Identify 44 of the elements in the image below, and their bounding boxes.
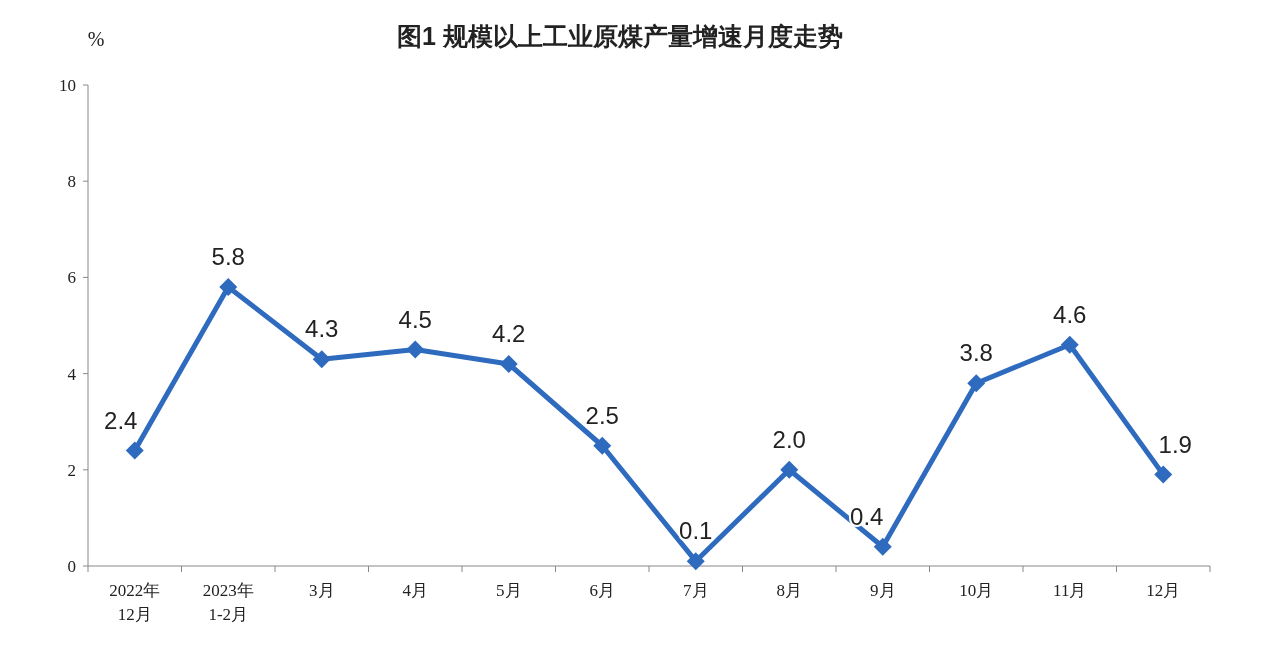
text: 0.1 bbox=[679, 517, 713, 545]
y-tick-label: 4 bbox=[67, 364, 77, 384]
x-tick-label: 6月 bbox=[589, 581, 615, 600]
y-tick-label: 6 bbox=[67, 268, 76, 288]
x-tick-label: 5月 bbox=[496, 581, 522, 600]
text: 3.8 bbox=[959, 339, 993, 367]
x-tick-label: 10月 bbox=[959, 581, 994, 600]
y-tick-label: 2 bbox=[67, 460, 76, 480]
x-tick-label: 7月 bbox=[683, 581, 709, 600]
point bbox=[780, 460, 799, 479]
text: 2.4 bbox=[104, 406, 138, 434]
point bbox=[686, 552, 705, 571]
text: 2.0 bbox=[772, 425, 806, 453]
text: 5.8 bbox=[211, 243, 245, 271]
point bbox=[593, 436, 612, 455]
text: 4.2 bbox=[492, 319, 526, 347]
point bbox=[873, 537, 892, 556]
point bbox=[1154, 465, 1173, 484]
point bbox=[219, 278, 238, 297]
x-tick-label: 11月 bbox=[1053, 581, 1087, 600]
point bbox=[1060, 335, 1079, 354]
y-tick-label: 8 bbox=[67, 172, 76, 192]
y-tick-label: 10 bbox=[59, 76, 76, 95]
point bbox=[125, 441, 144, 460]
point bbox=[967, 374, 986, 393]
x-tick-label: 8月 bbox=[776, 581, 802, 600]
y-tick-label: 0 bbox=[67, 557, 76, 576]
x-tick-label: 3月 bbox=[309, 581, 335, 600]
text: 2.5 bbox=[585, 401, 619, 429]
chart-title: 图1 规模以上工业原煤产量增速月度走势 bbox=[397, 22, 843, 50]
text: 1.9 bbox=[1158, 430, 1192, 458]
text: 0.4 bbox=[850, 502, 884, 530]
point bbox=[312, 350, 331, 369]
x-tick-label: 9月 bbox=[870, 581, 896, 600]
x-tick-label: 12月 bbox=[1146, 581, 1181, 600]
text: 4.5 bbox=[398, 305, 432, 333]
text: 4.3 bbox=[305, 315, 339, 343]
text: 4.6 bbox=[1053, 300, 1087, 328]
point bbox=[499, 354, 518, 373]
x-tick-label: 2022年 12月 bbox=[109, 581, 161, 624]
x-tick-label: 2023年 1-2月 bbox=[202, 581, 254, 624]
x-tick-label: 4月 bbox=[402, 581, 428, 600]
y-axis-title: % bbox=[87, 28, 105, 50]
point bbox=[406, 340, 425, 359]
